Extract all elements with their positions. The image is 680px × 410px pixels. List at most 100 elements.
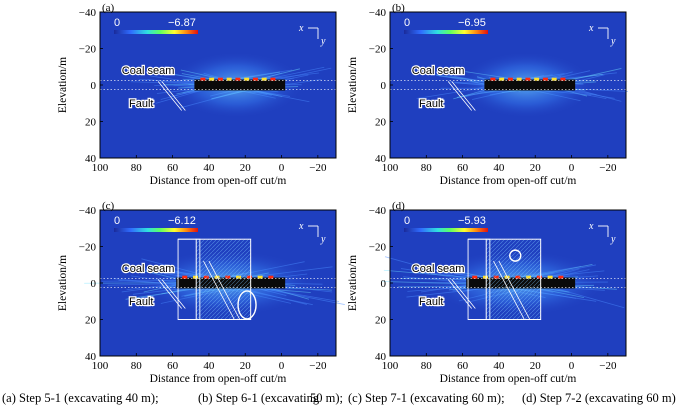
hot-spot: [499, 77, 505, 81]
coal-seam-label: Coal seam: [412, 65, 465, 77]
x-tick-label: 60: [167, 162, 179, 174]
colorbar: [114, 228, 198, 232]
hot-spot: [472, 275, 478, 279]
hot-spot: [534, 77, 540, 81]
x-tick-label: −20: [599, 162, 617, 174]
colorbar: [114, 30, 198, 34]
panel-label: (a): [102, 2, 115, 14]
caption-a: (a) Step 5-1 (excavating 40 m);: [2, 391, 159, 405]
caption-b: (b) Step 6-1 (excavating: [198, 391, 320, 405]
hot-spot: [516, 77, 522, 81]
x-tick-label: 0: [279, 360, 285, 372]
hot-spot: [235, 77, 241, 81]
inset-fault-line: [493, 260, 525, 320]
y-tick-label: 0: [91, 278, 97, 290]
x-tick-label: 0: [569, 162, 575, 174]
hot-spot: [525, 77, 531, 81]
colorbar-max: −6.12: [168, 215, 196, 227]
x-tick-label: 40: [493, 360, 505, 372]
caption-d: (d) Step 7-2 (excavating 60 m): [522, 391, 676, 405]
hot-spot: [551, 77, 557, 81]
x-direction-label: x: [298, 23, 304, 34]
y-tick-label: −20: [79, 44, 97, 56]
colorbar-min: 0: [114, 215, 120, 227]
fault-line: [447, 81, 473, 111]
x-tick-label: 80: [421, 360, 433, 372]
y-direction-label: y: [320, 234, 326, 245]
y-tick-label: 20: [85, 315, 97, 327]
hot-spot: [490, 77, 496, 81]
panel-c: 0 −6.12 x y (c) Coal seam Fault 100 80 60 40 20 0 −20…: [57, 200, 345, 385]
x-direction-label: x: [588, 23, 594, 34]
fault-line: [161, 81, 186, 111]
y-tick-label: −40: [369, 205, 387, 217]
hot-spot: [257, 275, 263, 279]
hot-spot: [261, 77, 267, 81]
x-tick-label: 40: [203, 360, 215, 372]
x-direction-label: x: [588, 221, 594, 232]
fault-label: Fault: [129, 98, 153, 110]
inset-fault-line: [498, 260, 531, 320]
y-tick-label: −40: [369, 7, 387, 19]
coal-seam-band: [194, 79, 286, 91]
hot-spot: [217, 77, 223, 81]
y-direction-label: y: [610, 234, 616, 245]
colorbar-max: −6.87: [168, 17, 196, 29]
x-tick-label: 20: [240, 360, 252, 372]
x-tick-label: 80: [131, 360, 143, 372]
hot-spot: [193, 275, 199, 279]
fault-label: Fault: [129, 296, 153, 308]
coal-seam-band: [484, 79, 576, 91]
x-tick-label: −20: [599, 360, 617, 372]
inset-box: [485, 238, 542, 320]
highlight-circle: [509, 249, 522, 262]
figure-caption: (a) Step 5-1 (excavating 40 m); (b) Step…: [2, 389, 678, 407]
coal-seam-label: Coal seam: [122, 65, 175, 77]
hot-spot: [270, 77, 276, 81]
panel-a: 0 −6.87 x y (a) Coal seam Fault 100 80 60 40 20 0 −20…: [57, 2, 337, 187]
y-tick-label: −40: [79, 205, 97, 217]
fault-line: [451, 81, 476, 111]
hot-spot: [244, 77, 250, 81]
y-tick-label: −20: [79, 242, 97, 254]
coal-seam-label: Coal seam: [412, 263, 465, 275]
fault-line: [451, 279, 476, 309]
hot-spot: [209, 77, 215, 81]
panel-d: 0 −5.93 x y (d) Coal seam Fault 100 80 60 40 20 0 −20…: [347, 200, 627, 385]
x-tick-label: −20: [309, 162, 327, 174]
hot-spot: [558, 275, 564, 279]
x-tick-label: 20: [530, 360, 542, 372]
hot-spot: [507, 77, 513, 81]
y-tick-label: 40: [375, 351, 387, 363]
x-axis-title: Distance from open-off cut/m: [150, 373, 287, 385]
y-axis-title: Elevation/m: [57, 57, 69, 113]
hot-spot: [252, 77, 258, 81]
caption-c: (c) Step 7-1 (excavating 60 m);: [348, 391, 505, 405]
hot-spot: [200, 77, 206, 81]
y-tick-label: 0: [91, 80, 97, 92]
x-tick-label: 100: [92, 360, 109, 372]
y-tick-label: 0: [381, 80, 387, 92]
y-tick-label: −20: [369, 242, 387, 254]
colorbar-min: 0: [404, 215, 410, 227]
panel-label: (c): [102, 200, 115, 212]
colorbar-min: 0: [404, 17, 410, 29]
x-tick-label: 80: [421, 162, 433, 174]
y-tick-label: 0: [381, 278, 387, 290]
colorbar-max: −5.93: [458, 215, 486, 227]
inset-fault-line: [203, 260, 235, 320]
x-tick-label: 20: [240, 162, 252, 174]
x-tick-label: 40: [493, 162, 505, 174]
x-direction-label: x: [298, 221, 304, 232]
y-tick-label: 40: [375, 153, 387, 165]
fault-line: [157, 81, 183, 111]
inset-box: [195, 238, 252, 320]
colorbar-min: 0: [114, 17, 120, 29]
x-tick-label: 20: [530, 162, 542, 174]
hot-spot: [547, 275, 553, 279]
caption-b-tail: 50 m);: [310, 391, 343, 405]
y-axis-title: Elevation/m: [347, 255, 359, 311]
y-direction-label: y: [320, 36, 326, 47]
y-direction-label: y: [610, 36, 616, 47]
x-tick-label: 100: [382, 360, 399, 372]
